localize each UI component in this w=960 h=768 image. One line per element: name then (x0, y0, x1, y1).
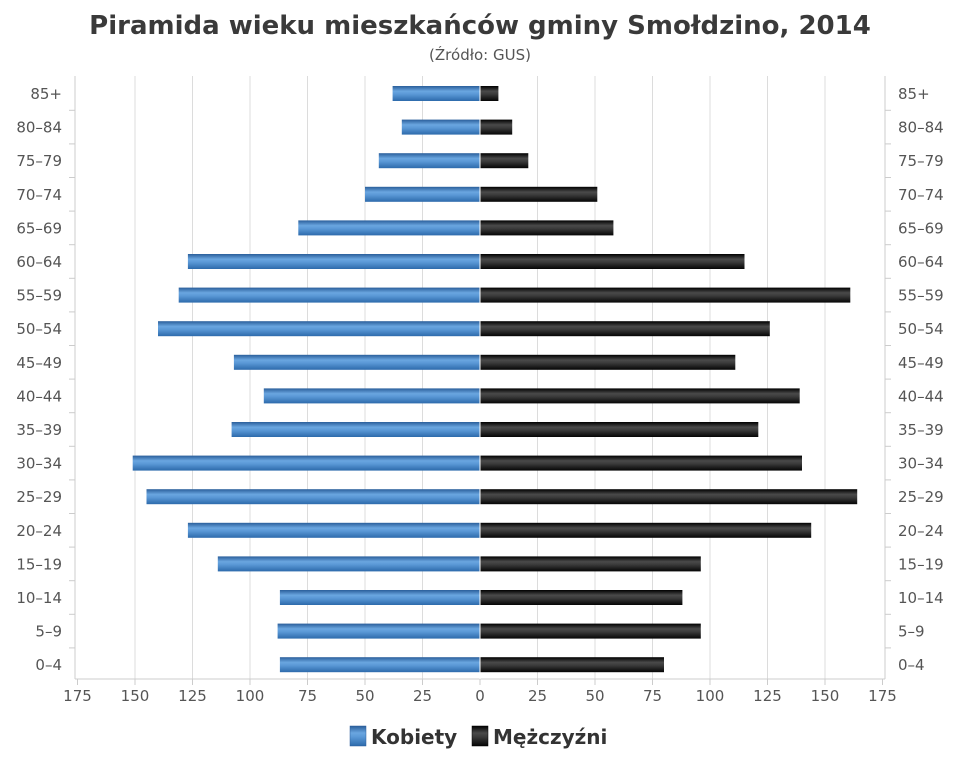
y-tick-label-left: 55–59 (16, 287, 62, 305)
bar-kobiety (378, 153, 480, 169)
x-tick-label: 150 (811, 687, 840, 705)
bar-mezczyzni (480, 287, 851, 303)
x-tick-label: 125 (753, 687, 782, 705)
y-tick-label-left: 80–84 (16, 119, 62, 137)
bar-kobiety (187, 522, 480, 538)
y-tick-label-right: 55–59 (898, 287, 944, 305)
y-tick-label-left: 70–74 (16, 186, 62, 204)
y-tick-label-left: 75–79 (16, 152, 62, 170)
bar-kobiety (392, 86, 480, 101)
y-tick-label-right: 85+ (898, 85, 930, 103)
bar-kobiety (298, 220, 480, 236)
y-tick-label-right: 70–74 (898, 186, 944, 204)
y-tick-label-right: 60–64 (898, 253, 944, 271)
bar-kobiety (279, 657, 480, 673)
legend-swatch-mezczyzni (471, 725, 489, 747)
y-tick-label-right: 65–69 (898, 219, 944, 237)
bar-mezczyzni (480, 388, 800, 404)
y-tick-label-right: 20–24 (898, 522, 944, 540)
y-tick-label-right: 25–29 (898, 488, 944, 506)
y-tick-label-right: 40–44 (898, 387, 944, 405)
x-tick-label: 75 (643, 687, 662, 705)
y-tick-label-left: 85+ (30, 85, 62, 103)
x-tick-label: 100 (696, 687, 725, 705)
x-tick-label: 25 (413, 687, 432, 705)
bar-kobiety (158, 321, 480, 337)
x-tick-label: 175 (63, 687, 92, 705)
y-tick-label-left: 0–4 (35, 656, 62, 674)
bar-mezczyzni (480, 590, 683, 605)
y-tick-label-right: 50–54 (898, 320, 944, 338)
y-tick-label-left: 10–14 (16, 589, 62, 607)
bar-kobiety (277, 623, 480, 639)
y-tick-label-right: 80–84 (898, 119, 944, 137)
y-tick-label-left: 60–64 (16, 253, 62, 271)
y-tick-label-right: 75–79 (898, 152, 944, 170)
y-tick-label-left: 20–24 (16, 522, 62, 540)
bar-kobiety (401, 119, 480, 135)
y-tick-label-left: 45–49 (16, 354, 62, 372)
y-tick-label-left: 35–39 (16, 421, 62, 439)
x-tick-label: 50 (585, 687, 604, 705)
y-tick-label-right: 0–4 (898, 656, 925, 674)
x-tick-label: 0 (475, 687, 485, 705)
x-tick-label: 50 (355, 687, 374, 705)
legend-label-kobiety: Kobiety (371, 725, 457, 749)
chart-title: Piramida wieku mieszkańców gminy Smołdzi… (89, 11, 871, 41)
y-tick-label-left: 15–19 (16, 555, 62, 573)
bar-mezczyzni (480, 556, 701, 572)
x-tick-label: 25 (528, 687, 547, 705)
bar-kobiety (365, 186, 480, 202)
y-tick-label-left: 5–9 (35, 623, 62, 641)
x-tick-label: 175 (868, 687, 897, 705)
bar-kobiety (231, 422, 480, 437)
bar-mezczyzni (480, 522, 812, 538)
bar-mezczyzni (480, 220, 614, 236)
bar-kobiety (263, 388, 480, 404)
bar-mezczyzni (480, 186, 598, 202)
bar-mezczyzni (480, 153, 529, 169)
bar-mezczyzni (480, 455, 802, 471)
bar-mezczyzni (480, 657, 664, 673)
chart-subtitle: (Źródło: GUS) (429, 45, 531, 64)
x-tick-label: 150 (121, 687, 150, 705)
x-tick-label: 75 (298, 687, 317, 705)
y-tick-label-left: 30–34 (16, 455, 62, 473)
legend-label-mezczyzni: Mężczyźni (493, 725, 607, 749)
bar-kobiety (233, 354, 480, 370)
x-tick-label: 100 (236, 687, 265, 705)
y-tick-label-right: 45–49 (898, 354, 944, 372)
y-tick-label-right: 5–9 (898, 623, 925, 641)
bar-mezczyzni (480, 489, 858, 505)
x-tick-label: 125 (178, 687, 207, 705)
y-tick-label-left: 25–29 (16, 488, 62, 506)
bar-kobiety (217, 556, 481, 572)
bar-kobiety (187, 254, 480, 269)
y-tick-label-left: 40–44 (16, 387, 62, 405)
bar-mezczyzni (480, 623, 701, 639)
y-tick-label-left: 50–54 (16, 320, 62, 338)
y-tick-label-right: 15–19 (898, 555, 944, 573)
legend-swatch-kobiety (349, 725, 367, 747)
bar-kobiety (279, 590, 480, 605)
bar-mezczyzni (480, 254, 745, 269)
bar-kobiety (178, 287, 480, 303)
bar-mezczyzni (480, 86, 499, 101)
bar-kobiety (146, 489, 480, 505)
y-tick-label-right: 10–14 (898, 589, 944, 607)
bar-mezczyzni (480, 321, 770, 337)
bar-mezczyzni (480, 354, 736, 370)
bar-mezczyzni (480, 119, 513, 135)
y-tick-label-right: 30–34 (898, 455, 944, 473)
y-tick-label-left: 65–69 (16, 219, 62, 237)
bar-kobiety (132, 455, 480, 471)
bar-mezczyzni (480, 422, 759, 437)
y-tick-label-right: 35–39 (898, 421, 944, 439)
